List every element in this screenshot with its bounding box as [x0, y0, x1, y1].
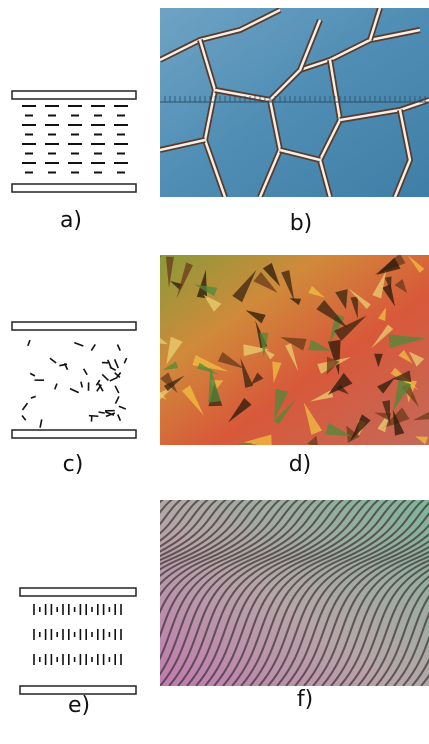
- fan: [174, 224, 194, 255]
- molecule: [55, 384, 57, 390]
- molecule: [22, 416, 26, 421]
- fan: [163, 444, 175, 472]
- page: a) b) c) d) e) f) (() => { const data = …: [0, 0, 429, 744]
- plate: [20, 588, 136, 596]
- molecule: [124, 358, 126, 363]
- molecule: [115, 386, 119, 393]
- panel-label: d): [289, 452, 312, 477]
- panel-label: c): [63, 452, 84, 477]
- plate: [12, 184, 136, 192]
- molecule: [30, 373, 35, 376]
- molecule: [89, 416, 98, 417]
- fan: [238, 443, 252, 451]
- molecule: [115, 359, 119, 368]
- plate: [12, 91, 136, 99]
- molecule: [102, 374, 108, 380]
- panel-label: e): [68, 693, 90, 718]
- molecule: [84, 369, 88, 375]
- molecule: [74, 343, 83, 346]
- panel-label: b): [290, 211, 313, 236]
- molecule: [108, 360, 111, 368]
- molecule: [118, 414, 121, 420]
- molecule: [70, 389, 79, 393]
- molecule: [40, 419, 42, 427]
- molecule: [110, 367, 116, 370]
- molecule: [110, 378, 117, 381]
- molecule: [31, 396, 36, 398]
- molecule: [22, 403, 27, 410]
- molecule: [99, 412, 105, 413]
- molecule: [81, 382, 82, 388]
- fan: [148, 256, 161, 266]
- plate: [12, 322, 136, 330]
- panel-label: a): [60, 208, 82, 233]
- molecule: [50, 358, 56, 363]
- molecule: [28, 340, 30, 346]
- panel-label: f): [297, 687, 313, 712]
- plate: [12, 430, 136, 438]
- figure: a) b) c) d) e) f): [0, 0, 429, 744]
- molecule: [91, 344, 95, 350]
- molecule: [119, 406, 126, 409]
- molecule: [115, 396, 118, 403]
- molecule: [117, 345, 120, 351]
